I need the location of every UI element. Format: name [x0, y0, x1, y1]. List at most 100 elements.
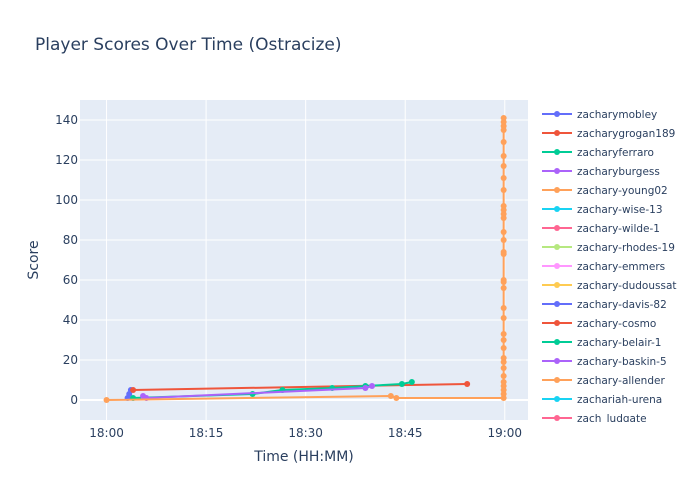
data-point	[408, 379, 415, 385]
data-point	[500, 305, 507, 311]
data-point	[130, 387, 137, 393]
legend-label: zachary-baskin-5	[577, 356, 667, 368]
legend-item[interactable]: zacharygrogan189	[542, 128, 675, 140]
data-point	[393, 395, 400, 401]
data-point	[500, 187, 507, 193]
legend-label: zacharyferraro	[577, 147, 654, 159]
chart-title: Player Scores Over Time (Ostracize)	[35, 35, 342, 55]
legend-swatch-marker	[554, 358, 560, 364]
data-point	[500, 373, 507, 379]
x-axis-ticks: 18:00 18:15 18:30 18:45 19:00	[89, 426, 522, 440]
legend[interactable]: zacharymobley zacharygrogan189 zacharyferr…	[542, 109, 677, 425]
series-zacharyburgess	[140, 383, 376, 401]
legend-item[interactable]: zachary-allender	[542, 375, 665, 387]
legend-label: zachary-emmers	[577, 261, 665, 273]
legend-label: zachary-rhodes-19	[577, 242, 675, 254]
legend-swatch-marker	[554, 111, 560, 117]
legend-item[interactable]: zachary-cosmo	[542, 318, 656, 330]
legend-label: zachary-belair-1	[577, 337, 661, 349]
y-tick-label: 120	[55, 153, 78, 167]
y-tick-label: 60	[63, 273, 78, 287]
legend-item[interactable]: zacharyburgess	[542, 166, 660, 178]
legend-label: zachary-allender	[577, 375, 665, 387]
data-point	[500, 153, 507, 159]
legend-label: zachariah-urena	[577, 394, 662, 406]
data-point	[500, 365, 507, 371]
y-tick-label: 0	[70, 393, 78, 407]
x-tick-label: 19:00	[487, 426, 522, 440]
data-point	[398, 381, 405, 387]
x-tick-label: 18:30	[288, 426, 323, 440]
legend-swatch-marker	[554, 377, 560, 383]
legend-item[interactable]: zachary-dudoussat	[542, 280, 677, 292]
x-tick-label: 18:45	[388, 426, 423, 440]
y-axis-ticks: 0 20 40 60 80 100 120 140	[55, 113, 78, 407]
data-point	[500, 337, 507, 343]
data-point	[500, 175, 507, 181]
legend-swatch-marker	[554, 168, 560, 174]
legend-item[interactable]: zachary-emmers	[542, 261, 665, 273]
y-tick-label: 140	[55, 113, 78, 127]
legend-swatch-marker	[554, 320, 560, 326]
data-point	[500, 229, 507, 235]
data-point	[500, 345, 507, 351]
legend-swatch-marker	[554, 206, 560, 212]
data-point	[500, 285, 507, 291]
legend-item[interactable]: zacharymobley	[542, 109, 657, 121]
legend-item[interactable]: zachary-wilde-1	[542, 223, 660, 235]
series-layer	[103, 115, 507, 403]
legend-item[interactable]: zachary-davis-82	[542, 299, 667, 311]
y-tick-label: 100	[55, 193, 78, 207]
legend-label: zachary-cosmo	[577, 318, 656, 330]
legend-swatch-marker	[554, 130, 560, 136]
plot-area	[80, 100, 528, 420]
data-point	[500, 355, 507, 361]
data-point	[500, 331, 507, 337]
legend-swatch-marker	[554, 225, 560, 231]
legend-swatch-marker	[554, 187, 560, 193]
data-point	[500, 115, 507, 121]
legend-item[interactable]: zachary-wise-13	[542, 204, 663, 216]
legend-swatch-marker	[554, 263, 560, 269]
legend-item[interactable]: zachariah-urena	[542, 394, 662, 406]
data-point	[369, 383, 376, 389]
data-point	[500, 163, 507, 169]
legend-item[interactable]: zachary-belair-1	[542, 337, 661, 349]
data-point	[500, 379, 507, 385]
legend-label: zachary-young02	[577, 185, 668, 197]
x-tick-label: 18:15	[189, 426, 224, 440]
legend-item[interactable]: zachary-rhodes-19	[542, 242, 675, 254]
legend-swatch-marker	[554, 415, 560, 421]
legend-item[interactable]: zachary-young02	[542, 185, 668, 197]
data-point	[500, 249, 507, 255]
x-tick-label: 18:00	[89, 426, 124, 440]
series-zachary-young02	[103, 115, 507, 403]
legend-swatch-marker	[554, 149, 560, 155]
legend-label: zachary-dudoussat	[577, 280, 677, 292]
legend-item[interactable]: zach_ludgate	[542, 413, 647, 425]
legend-item[interactable]: zachary-baskin-5	[542, 356, 667, 368]
legend-swatch-marker	[554, 244, 560, 250]
y-axis-label: Score	[26, 240, 42, 279]
data-point	[500, 237, 507, 243]
data-point	[362, 385, 369, 391]
data-point	[387, 393, 394, 399]
y-tick-label: 80	[63, 233, 78, 247]
legend-swatch-marker	[554, 339, 560, 345]
legend-label: zachary-wilde-1	[577, 223, 660, 235]
y-tick-label: 20	[63, 353, 78, 367]
legend-swatch-marker	[554, 301, 560, 307]
legend-label: zach_ludgate	[577, 413, 647, 425]
legend-label: zacharygrogan189	[577, 128, 675, 140]
data-point	[500, 203, 507, 209]
data-point	[500, 277, 507, 283]
data-point	[500, 315, 507, 321]
data-point	[500, 139, 507, 145]
y-tick-label: 40	[63, 313, 78, 327]
legend-label: zachary-wise-13	[577, 204, 663, 216]
legend-item[interactable]: zacharyferraro	[542, 147, 654, 159]
legend-swatch-marker	[554, 282, 560, 288]
legend-swatch-marker	[554, 396, 560, 402]
